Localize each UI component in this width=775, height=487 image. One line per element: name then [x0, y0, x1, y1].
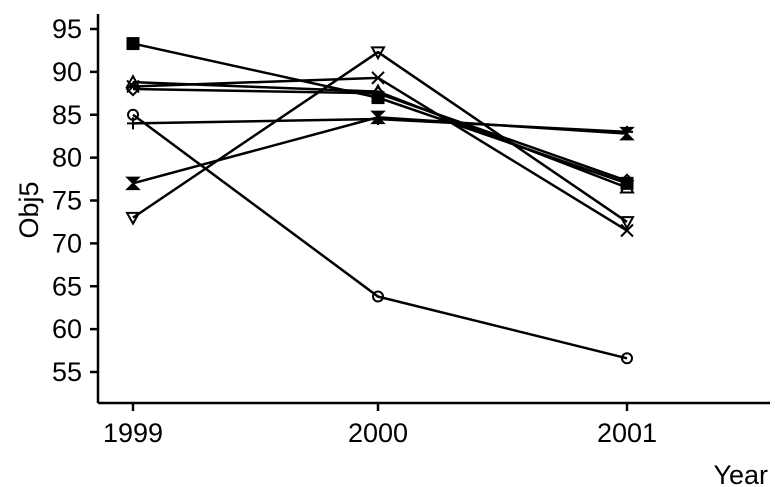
y-tick-label: 90 [52, 57, 82, 87]
series-line [132, 50, 628, 223]
series-layer [125, 37, 635, 365]
y-tick-label: 80 [52, 143, 82, 173]
y-tick-label: 95 [52, 14, 82, 44]
x-axis-title: Year [713, 460, 768, 487]
marker-triangle-down [619, 216, 635, 230]
series-7 [125, 46, 635, 230]
series-line [132, 113, 628, 360]
marker-diamond [619, 173, 635, 189]
series-line [132, 80, 628, 189]
marker-hourglass [125, 176, 141, 191]
marker-hourglass [619, 126, 635, 141]
series-3 [125, 81, 635, 189]
series-8 [127, 108, 633, 365]
series-4 [126, 71, 634, 238]
series-line [132, 87, 628, 182]
marker-x [126, 79, 140, 94]
x-tick-label: 1999 [103, 418, 163, 448]
y-axis-title: Obj5 [14, 181, 44, 238]
marker-square-filled [126, 37, 140, 51]
marker-x [620, 223, 634, 238]
axes [96, 14, 770, 405]
y-tick-label: 85 [52, 100, 82, 130]
y-tick-label: 55 [52, 357, 82, 387]
marker-hourglass [370, 110, 386, 125]
y-tick-label: 70 [52, 228, 82, 258]
x-tick-label: 2000 [348, 418, 408, 448]
marker-triangle-down [370, 46, 386, 61]
marker-triangle-down [125, 211, 141, 226]
y-tick-label: 60 [52, 314, 82, 344]
marker-circle [127, 108, 139, 121]
y-ticks: 55 60 65 70 75 80 85 90 95 [52, 14, 98, 387]
marker-diamond [370, 85, 386, 101]
marker-triangle-up [619, 179, 635, 194]
x-tick-label: 2001 [597, 418, 657, 448]
x-ticks: 1999 2000 2001 [103, 403, 657, 448]
marker-circle [372, 290, 384, 303]
y-tick-label: 65 [52, 271, 82, 301]
y-tick-label: 75 [52, 186, 82, 216]
marker-x [371, 71, 385, 85]
marker-circle [621, 352, 633, 365]
